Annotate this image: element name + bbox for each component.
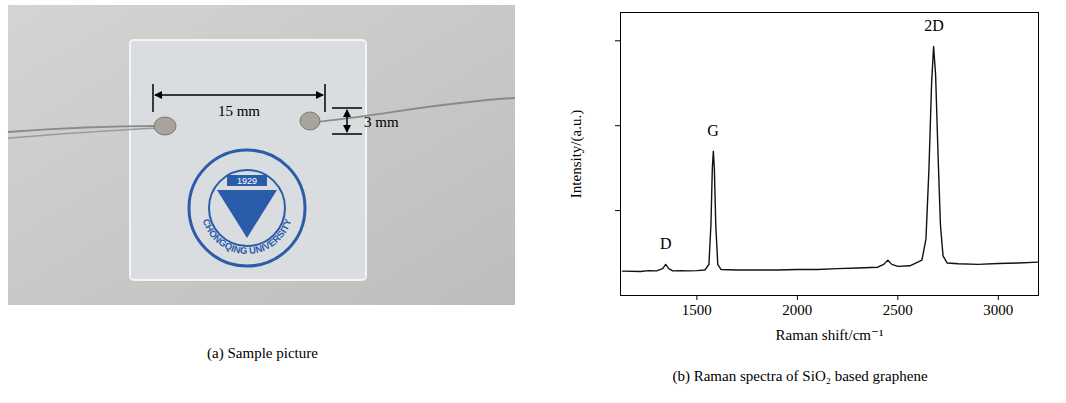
- svg-text:D: D: [660, 235, 672, 252]
- html-text:(a) Sample picture: (a) Sample picture: [207, 345, 318, 361]
- html-text:(b) Raman spectra of SiO₂ base: (b) Raman spectra of SiO₂ based graphene: [672, 368, 928, 384]
- svg-text:3000: 3000: [983, 302, 1013, 318]
- svg-text:Raman shift/cm⁻¹: Raman shift/cm⁻¹: [776, 327, 884, 343]
- svg-text:1929: 1929: [237, 176, 257, 186]
- svg-text:G: G: [707, 122, 719, 139]
- svg-text:2000: 2000: [782, 302, 812, 318]
- svg-text:15 mm: 15 mm: [218, 103, 260, 119]
- svg-text:CHONGQING UNIVERSITY: CHONGQING UNIVERSITY: [201, 217, 294, 256]
- svg-text:3 mm: 3 mm: [364, 114, 399, 130]
- svg-text:2D: 2D: [924, 17, 944, 34]
- svg-text:Intensity/(a.u.): Intensity/(a.u.): [568, 110, 585, 198]
- svg-text:2500: 2500: [883, 302, 913, 318]
- svg-text:1500: 1500: [682, 302, 712, 318]
